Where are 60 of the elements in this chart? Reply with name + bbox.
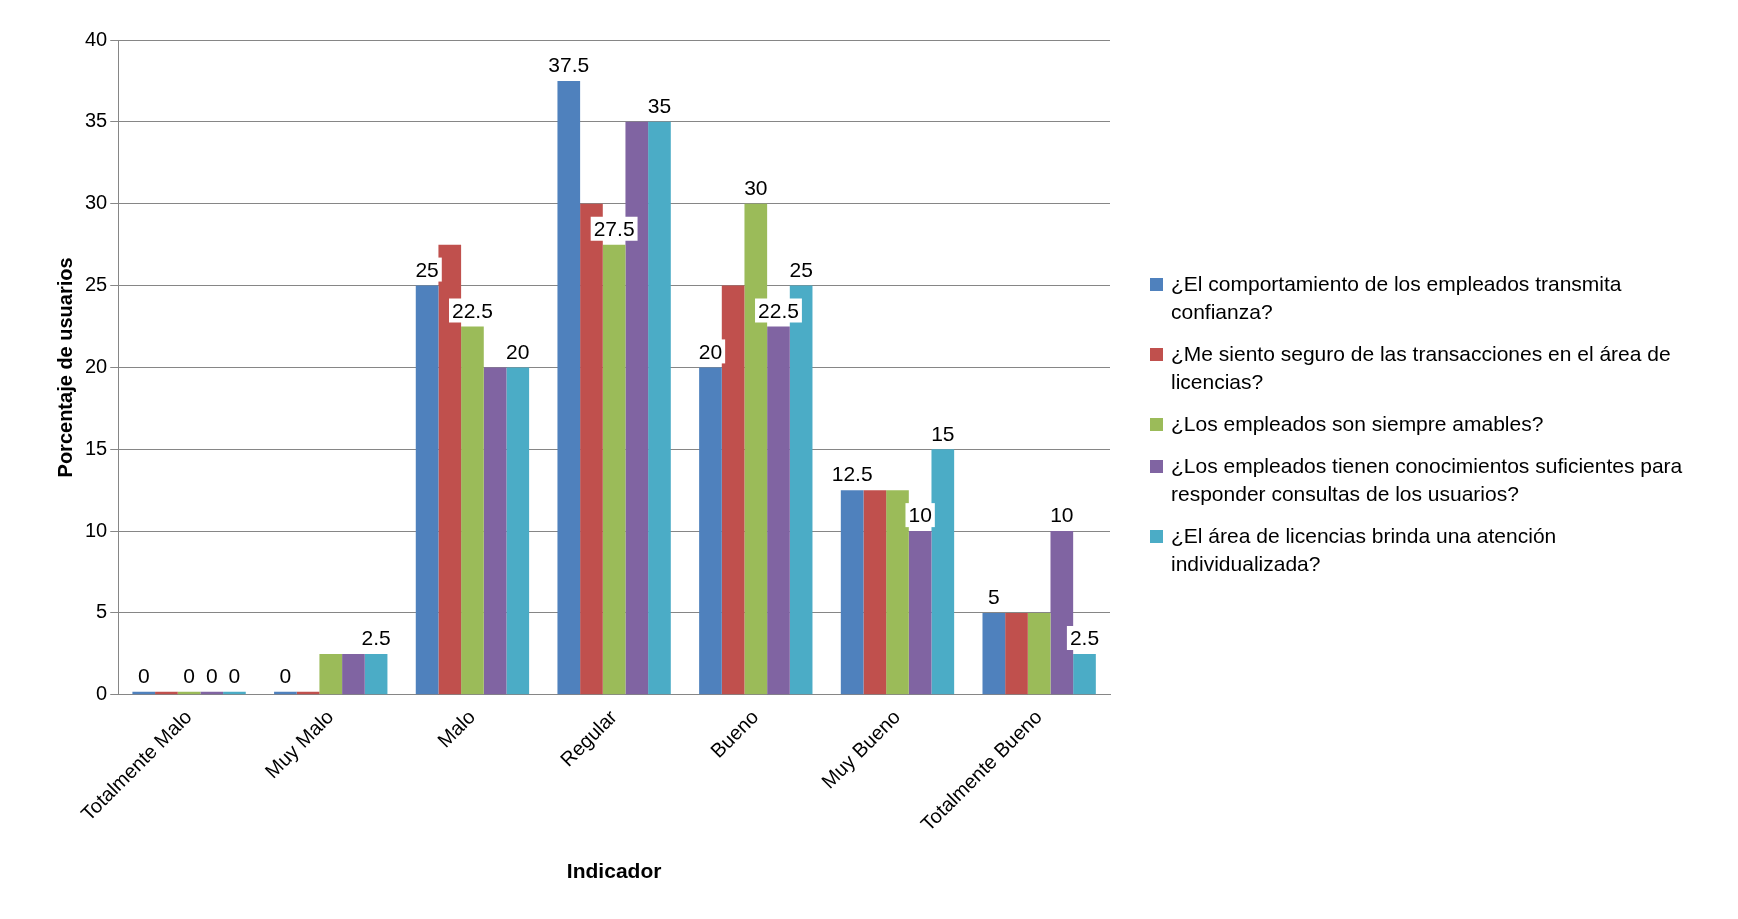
legend-label: ¿El área de licencias brinda una atención individualizada? <box>1171 523 1558 577</box>
bar <box>699 367 722 695</box>
y-tick-label: 15 <box>85 436 108 459</box>
data-label: 0 <box>137 664 150 688</box>
data-label: 0 <box>183 664 195 688</box>
legend-label: ¿Los empleados son siempre amables? <box>1171 411 1544 437</box>
data-label: 15 <box>931 421 955 445</box>
bar <box>1073 653 1096 695</box>
legend-label: ¿El comportamiento de los empleados transmita confianza? <box>1171 271 1623 325</box>
bar <box>767 326 790 695</box>
data-label: 37.5 <box>548 53 590 77</box>
y-tick-label: 0 <box>96 682 108 705</box>
bar <box>931 449 955 695</box>
bar <box>908 531 932 695</box>
y-tick-label: 10 <box>85 518 108 541</box>
bar <box>1027 612 1051 695</box>
bar <box>415 285 439 695</box>
bar <box>840 490 864 695</box>
x-axis-title: Indicador <box>566 859 662 883</box>
data-label: 0 <box>228 664 241 688</box>
bar <box>863 490 887 695</box>
y-tick-label: 40 <box>85 27 108 50</box>
bar <box>342 653 365 695</box>
data-label: 20 <box>698 339 723 363</box>
data-label: 0 <box>205 664 218 688</box>
data-label: 20 <box>506 339 530 363</box>
y-tick-label: 30 <box>85 191 108 214</box>
y-tick-label: 20 <box>85 354 108 377</box>
data-label: 0 <box>279 664 292 688</box>
data-label: 35 <box>647 94 672 118</box>
bar <box>886 490 909 695</box>
bar <box>506 367 530 695</box>
data-label: 2.5 <box>1069 626 1100 650</box>
data-label: 5 <box>987 585 1000 609</box>
bar <box>721 285 745 695</box>
data-label: 10 <box>1050 503 1074 527</box>
bar <box>648 121 671 695</box>
legend-label: ¿Los empleados tienen conocimientos suficientes para responder consultas de los usuarios? <box>1171 453 1684 507</box>
data-label: 12.5 <box>831 462 873 486</box>
bar <box>483 367 507 695</box>
y-axis-title: Porcentaje de usuarios <box>53 257 76 478</box>
bar <box>602 244 626 695</box>
data-label: 25 <box>415 257 439 281</box>
y-tick-label: 25 <box>85 273 108 296</box>
data-label: 30 <box>744 176 768 199</box>
y-tick-label: 35 <box>85 109 108 132</box>
bar <box>1005 612 1028 695</box>
bar <box>461 326 484 695</box>
data-label: 22.5 <box>452 298 493 322</box>
data-label: 27.5 <box>593 216 635 240</box>
data-label: 25 <box>789 257 813 281</box>
y-tick-label: 5 <box>96 600 108 623</box>
legend-label: ¿Me siento seguro de las transacciones en el área de licencias? <box>1171 341 1672 395</box>
data-label: 2.5 <box>361 626 391 650</box>
bar <box>319 653 343 695</box>
bar <box>982 612 1006 695</box>
data-label: 22.5 <box>758 298 799 322</box>
bar <box>557 80 581 695</box>
bar <box>364 653 388 695</box>
data-label: 10 <box>908 503 932 527</box>
